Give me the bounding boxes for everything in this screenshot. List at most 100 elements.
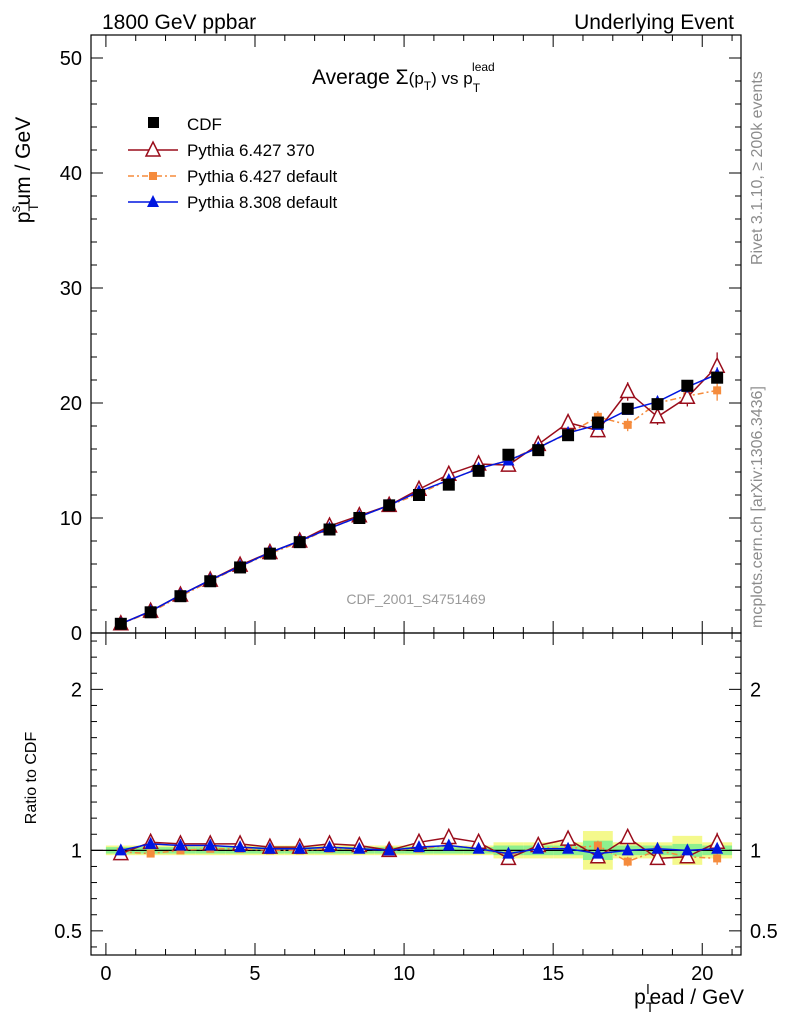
ratio-x-ticks: 0 5 10 15 20 (100, 633, 733, 985)
series-3-ratio-point (263, 841, 276, 854)
series-1-point (619, 381, 636, 399)
series-0-point (591, 416, 604, 429)
series-3-ratio-point (472, 841, 485, 854)
series-0-point (293, 536, 306, 549)
x-tick-label: 0 (100, 963, 111, 985)
series-1-point (649, 407, 666, 424)
main-x-ticks (105, 35, 733, 633)
series-0-point (651, 398, 664, 411)
main-y-axis-label: pTsum / GeV (7, 117, 41, 223)
legend-entry-pythia6-370: Pythia 6.427 370 (128, 140, 315, 160)
main-y-tick-label: 50 (60, 48, 82, 70)
series-0-point (234, 561, 247, 574)
series-3-ratio-point (591, 846, 604, 859)
series-3-ratio-point (711, 841, 724, 854)
x-axis-label: pTlead / GeV (634, 981, 744, 1015)
series-1-ratio-point (679, 847, 696, 864)
main-y-tick-label: 20 (60, 393, 82, 415)
x-tick-label: 10 (393, 963, 415, 985)
x-tick-label: 5 (249, 963, 260, 985)
ratio-y-tick-label-left: 1 (71, 840, 82, 862)
main-y-tick-label: 30 (60, 278, 82, 300)
legend-label-pythia6-370: Pythia 6.427 370 (187, 141, 315, 160)
series-0-point (621, 402, 634, 415)
series-3-ratio-point (412, 840, 425, 853)
series-3-ratio-point (293, 841, 306, 854)
series-0-point (144, 606, 157, 619)
ratio-y-ticks: 0.5 0.5 1 1 2 2 (54, 640, 778, 948)
series-2-ratio-point (623, 857, 632, 866)
ratio-y-tick-label-right: 1 (750, 840, 761, 862)
ratio-y-axis-label: Ratio to CDF (23, 732, 40, 825)
legend-marker-pythia6-370 (144, 140, 162, 157)
series-3-ratio-point (532, 841, 545, 854)
series-3-ratio-point (502, 846, 515, 859)
legend-entry-cdf: CDF (148, 115, 222, 134)
legend-entry-pythia8-default: Pythia 8.308 default (128, 193, 338, 212)
legend-label-cdf: CDF (187, 115, 222, 134)
series-2-ratio-point (713, 854, 722, 863)
series-2-point (713, 386, 722, 395)
header-left-label: 1800 GeV ppbar (102, 11, 256, 34)
series-0-point (472, 464, 485, 477)
series-0-point (681, 379, 694, 392)
series-1-ratio-point (649, 848, 666, 866)
series-0-point (532, 444, 545, 457)
x-tick-label: 20 (691, 963, 713, 985)
ratio-y-tick-label-left: 0.5 (54, 921, 82, 943)
series-0-point (711, 371, 724, 384)
series-0-point (412, 489, 425, 501)
series-3-ratio-point (323, 840, 336, 853)
series-3-ratio-point (383, 843, 396, 856)
analysis-watermark: CDF_2001_S4751469 (346, 591, 486, 607)
legend-marker-cdf (148, 117, 159, 128)
series-3-ratio-point (204, 838, 217, 851)
series-3-ratio-point (562, 841, 575, 854)
series-1-ratio-point (619, 827, 636, 845)
series-3-ratio-point (234, 840, 247, 853)
series-0-point (353, 512, 366, 524)
ratio-series-layer (112, 827, 726, 867)
main-y-tick-label: 40 (60, 163, 82, 185)
legend-label-pythia8-default: Pythia 8.308 default (187, 193, 338, 212)
legend-marker-pythia8-default (147, 195, 159, 207)
series-3-ratio-point (144, 836, 157, 849)
chart-title: Average Σ(pT) vs pTlead (312, 60, 495, 95)
series-0-point (562, 429, 575, 442)
main-y-tick-label: 10 (60, 508, 82, 530)
series-2-point (623, 420, 632, 429)
series-3-ratio-point (621, 843, 634, 856)
series-0-point (323, 523, 336, 536)
legend-marker-pythia6-default (149, 172, 157, 180)
series-3-ratio-point (442, 838, 455, 851)
series-2-ratio-point (593, 841, 602, 850)
legend-label-pythia6-default: Pythia 6.427 default (187, 167, 338, 186)
series-0-point (383, 499, 396, 512)
series-2-ratio-point (146, 849, 155, 858)
series-0-point (204, 575, 217, 588)
series-3-ratio-point (114, 843, 127, 856)
main-y-ticks: 0 10 20 30 40 50 (60, 34, 741, 645)
rivet-label: Rivet 3.1.10, ≥ 200k events (749, 71, 766, 265)
series-1-point (679, 387, 696, 404)
series-0-point (174, 590, 187, 603)
series-3-ratio-point (651, 841, 664, 854)
main-series-layer (112, 352, 726, 631)
ratio-y-tick-label-right: 0.5 (750, 921, 778, 943)
ratio-plot-frame (90, 632, 742, 956)
series-0-point (263, 547, 276, 560)
x-tick-label: 15 (542, 963, 564, 985)
series-3-ratio-point (174, 838, 187, 851)
ratio-y-tick-label-right: 2 (750, 679, 761, 701)
header-right-label: Underlying Event (574, 11, 734, 34)
ratio-y-tick-label-left: 2 (71, 679, 82, 701)
legend: CDF Pythia 6.427 370 Pythia 6.427 defaul… (128, 115, 338, 212)
series-0-point (442, 478, 455, 491)
main-y-tick-label: 0 (71, 623, 82, 645)
series-3-ratio-point (353, 841, 366, 854)
series-3-ratio-point (681, 843, 694, 856)
series-0-point (114, 617, 127, 630)
legend-entry-pythia6-default: Pythia 6.427 default (128, 167, 338, 186)
mcplots-label: mcplots.cern.ch [arXiv:1306.3436] (749, 386, 766, 628)
